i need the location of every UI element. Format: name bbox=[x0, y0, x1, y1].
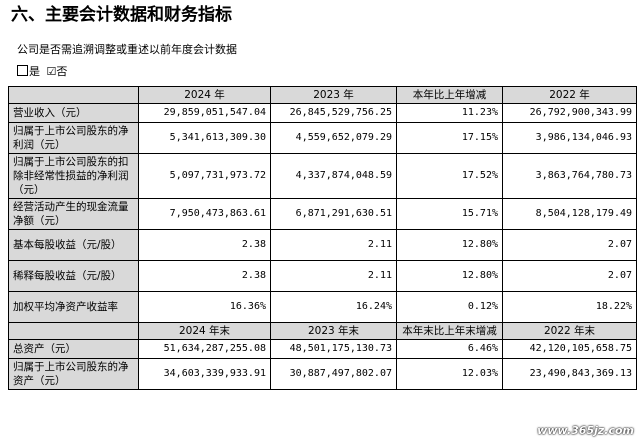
restatement-options: 是 ☑否 bbox=[17, 65, 70, 79]
value-cell: 2.38 bbox=[138, 229, 271, 261]
table-row: 经营活动产生的现金流量净额（元） 7,950,473,863.61 6,871,… bbox=[8, 198, 637, 230]
header-cell: 2022 年 bbox=[502, 86, 637, 104]
value-cell: 4,337,874,048.59 bbox=[270, 153, 397, 199]
option-yes-label: 是 bbox=[29, 65, 40, 78]
change-cell: 17.52% bbox=[396, 153, 503, 199]
checkbox-no-mark[interactable]: ☑ bbox=[46, 65, 57, 78]
change-cell: 12.80% bbox=[396, 229, 503, 261]
table-row: 稀释每股收益（元/股） 2.38 2.11 12.80% 2.07 bbox=[8, 260, 637, 292]
value-cell: 3,863,764,780.73 bbox=[502, 153, 637, 199]
value-cell: 2.38 bbox=[138, 260, 271, 292]
value-cell: 23,490,843,369.13 bbox=[502, 358, 637, 390]
financial-indicators-table: 2024 年 2023 年 本年比上年增减 2022 年 营业收入（元） 29,… bbox=[8, 86, 637, 390]
row-label: 加权平均净资产收益率 bbox=[8, 291, 139, 323]
value-cell: 18.22% bbox=[502, 291, 637, 323]
checkbox-yes[interactable] bbox=[17, 65, 28, 76]
change-cell: 12.03% bbox=[396, 358, 503, 390]
value-cell: 34,603,339,933.91 bbox=[138, 358, 271, 390]
header-cell: 2022 年末 bbox=[502, 322, 637, 340]
table-row: 营业收入（元） 29,859,051,547.04 26,845,529,756… bbox=[8, 103, 637, 123]
header-cell: 本年比上年增减 bbox=[396, 86, 503, 104]
row-label: 营业收入（元） bbox=[8, 103, 139, 123]
header-cell: 2023 年末 bbox=[270, 322, 397, 340]
change-cell: 0.12% bbox=[396, 291, 503, 323]
row-label: 归属于上市公司股东的扣除非经常性损益的净利润（元） bbox=[8, 153, 139, 199]
row-label: 总资产（元） bbox=[8, 339, 139, 359]
restatement-question: 公司是否需追溯调整或重述以前年度会计数据 bbox=[17, 43, 237, 56]
change-cell: 11.23% bbox=[396, 103, 503, 123]
header-cell: 2024 年 bbox=[138, 86, 271, 104]
value-cell: 29,859,051,547.04 bbox=[138, 103, 271, 123]
value-cell: 42,120,105,658.75 bbox=[502, 339, 637, 359]
value-cell: 26,845,529,756.25 bbox=[270, 103, 397, 123]
change-cell: 17.15% bbox=[396, 122, 503, 154]
value-cell: 5,341,613,309.30 bbox=[138, 122, 271, 154]
header-cell bbox=[8, 322, 139, 340]
section-title: 六、主要会计数据和财务指标 bbox=[11, 5, 232, 25]
watermark-text: www.365jz.com bbox=[537, 424, 634, 437]
table-row: 归属于上市公司股东的净资产（元） 34,603,339,933.91 30,88… bbox=[8, 358, 637, 390]
change-cell: 12.80% bbox=[396, 260, 503, 292]
row-label: 稀释每股收益（元/股） bbox=[8, 260, 139, 292]
value-cell: 51,634,287,255.08 bbox=[138, 339, 271, 359]
header-cell: 2023 年 bbox=[270, 86, 397, 104]
value-cell: 30,887,497,802.07 bbox=[270, 358, 397, 390]
value-cell: 48,501,175,130.73 bbox=[270, 339, 397, 359]
row-label: 归属于上市公司股东的净利润（元） bbox=[8, 122, 139, 154]
header-cell bbox=[8, 86, 139, 104]
change-cell: 6.46% bbox=[396, 339, 503, 359]
option-no-label: 否 bbox=[56, 65, 68, 78]
value-cell: 16.36% bbox=[138, 291, 271, 323]
value-cell: 5,097,731,973.72 bbox=[138, 153, 271, 199]
value-cell: 2.07 bbox=[502, 260, 637, 292]
table-row: 总资产（元） 51,634,287,255.08 48,501,175,130.… bbox=[8, 339, 637, 359]
value-cell: 2.07 bbox=[502, 229, 637, 261]
table-row: 基本每股收益（元/股） 2.38 2.11 12.80% 2.07 bbox=[8, 229, 637, 261]
value-cell: 16.24% bbox=[270, 291, 397, 323]
header-cell: 本年末比上年末增减 bbox=[396, 322, 503, 340]
value-cell: 3,986,134,046.93 bbox=[502, 122, 637, 154]
table-row: 归属于上市公司股东的扣除非经常性损益的净利润（元） 5,097,731,973.… bbox=[8, 153, 637, 199]
value-cell: 2.11 bbox=[270, 260, 397, 292]
header-cell: 2024 年末 bbox=[138, 322, 271, 340]
row-label: 经营活动产生的现金流量净额（元） bbox=[8, 198, 139, 230]
table-row: 归属于上市公司股东的净利润（元） 5,341,613,309.30 4,559,… bbox=[8, 122, 637, 154]
change-cell: 15.71% bbox=[396, 198, 503, 230]
value-cell: 26,792,900,343.99 bbox=[502, 103, 637, 123]
table-header-row: 2024 年末 2023 年末 本年末比上年末增减 2022 年末 bbox=[8, 322, 637, 340]
value-cell: 8,504,128,179.49 bbox=[502, 198, 637, 230]
value-cell: 6,871,291,630.51 bbox=[270, 198, 397, 230]
value-cell: 4,559,652,079.29 bbox=[270, 122, 397, 154]
table-header-row: 2024 年 2023 年 本年比上年增减 2022 年 bbox=[8, 86, 637, 104]
row-label: 基本每股收益（元/股） bbox=[8, 229, 139, 261]
value-cell: 2.11 bbox=[270, 229, 397, 261]
value-cell: 7,950,473,863.61 bbox=[138, 198, 271, 230]
row-label: 归属于上市公司股东的净资产（元） bbox=[8, 358, 139, 390]
table-row: 加权平均净资产收益率 16.36% 16.24% 0.12% 18.22% bbox=[8, 291, 637, 323]
